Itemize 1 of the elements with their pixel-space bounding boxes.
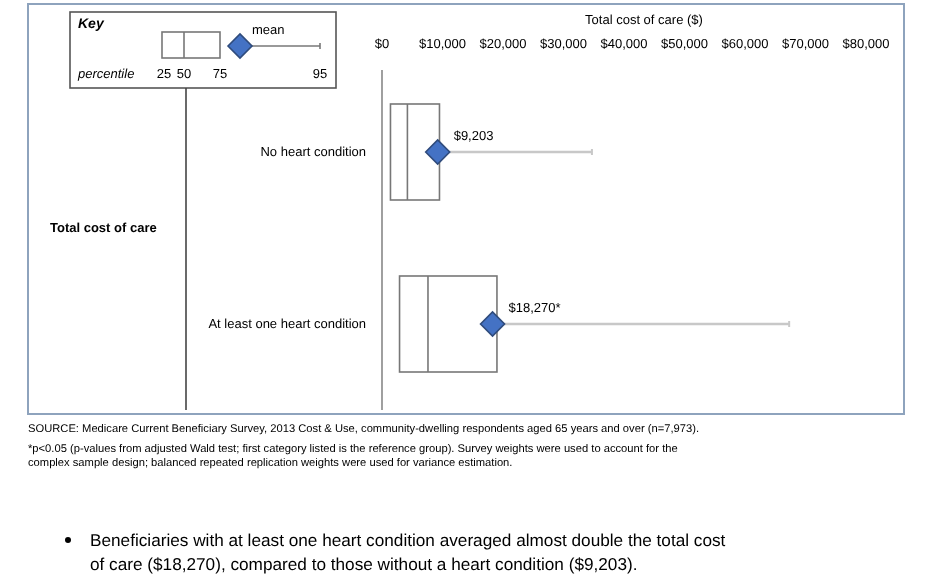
text: Beneficiaries with at least one heart condition averaged almost double the total cost of care ($18,270), compared to those without a heart condition ($9,203). bbox=[90, 530, 727, 574]
